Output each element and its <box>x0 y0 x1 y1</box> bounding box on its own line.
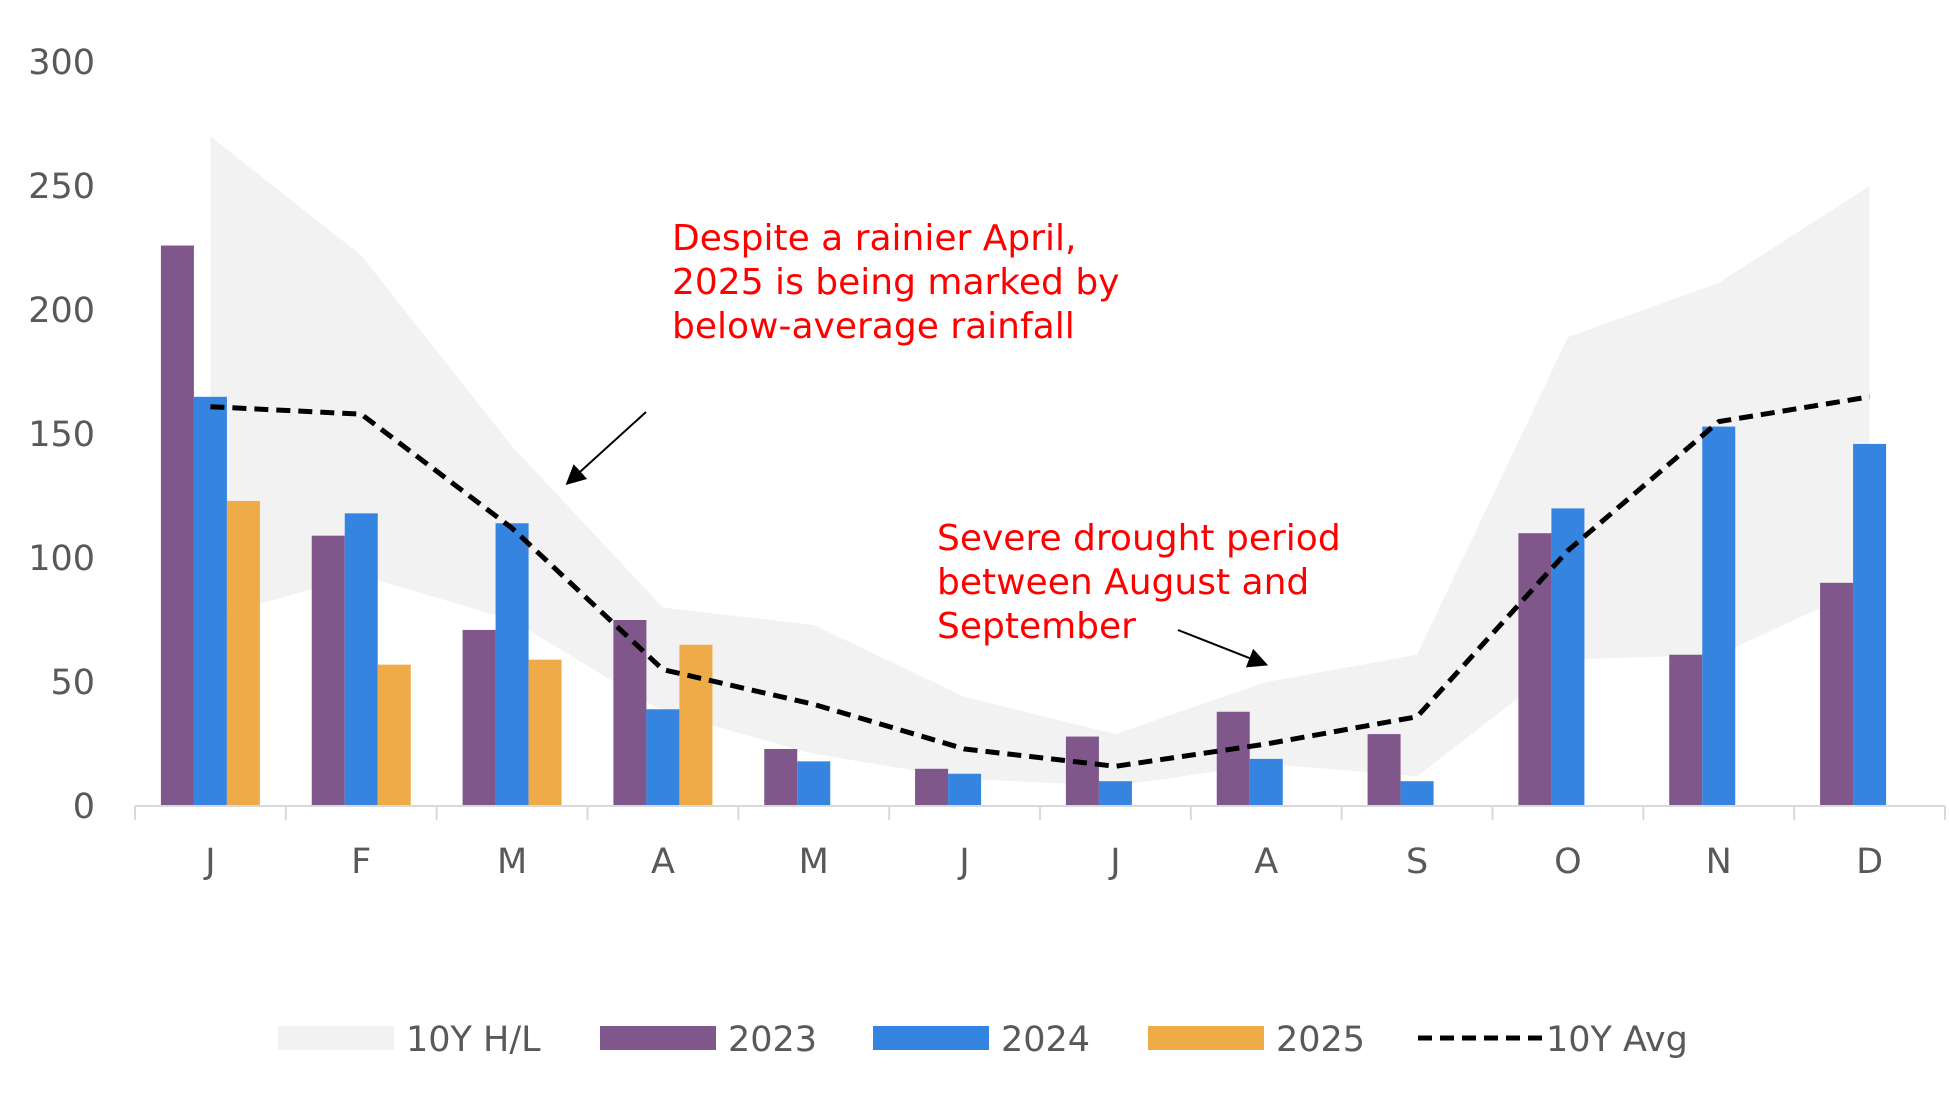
x-tick-label: F <box>351 842 371 882</box>
bar-2024-J-6 <box>1098 781 1132 806</box>
annotation-text-line: Despite a rainier April, <box>672 218 1077 259</box>
legend-item-2025: 2025 <box>1148 1020 1365 1060</box>
x-tick-label: J <box>203 842 215 882</box>
avg-line-layer <box>210 394 1870 769</box>
bar-2024-M-4 <box>797 761 831 806</box>
annotation-text-line: Severe drought period <box>937 518 1341 559</box>
bar-2023-J-0 <box>160 245 194 806</box>
legend: 10Y H/L 2023 2024 2025 10Y Avg <box>278 1020 1688 1060</box>
bar-2024-M-2 <box>495 523 529 806</box>
legend-label: 2024 <box>1001 1020 1090 1060</box>
legend-label: 2023 <box>728 1020 817 1060</box>
bars-layer <box>160 245 1887 806</box>
bar-2023-J-6 <box>1065 736 1099 806</box>
x-tick-label: M <box>497 842 527 882</box>
bar-2024-S-8 <box>1400 781 1434 806</box>
tick-labels-layer: 0 50 100 150 200 250 300 J F M A M J J A S O N D <box>28 43 1883 882</box>
bar-2023-M-2 <box>462 629 496 806</box>
bar-2023-N-10 <box>1669 654 1703 806</box>
legend-label: 2025 <box>1276 1020 1365 1060</box>
x-tick-label: O <box>1554 842 1582 882</box>
y-tick-label: 100 <box>28 539 95 579</box>
bar-2023-F-1 <box>311 535 345 806</box>
bar-2023-A-7 <box>1216 711 1250 806</box>
y-tick-label: 50 <box>50 663 95 703</box>
avg-line <box>210 394 1870 769</box>
bar-2025-J-0 <box>226 500 260 806</box>
legend-swatch <box>600 1026 716 1050</box>
annotation-text-line: 2025 is being marked by <box>672 262 1119 303</box>
bar-2024-N-10 <box>1702 426 1736 806</box>
bar-2024-A-3 <box>646 709 680 806</box>
bar-2024-O-9 <box>1551 508 1585 806</box>
x-tick-label: S <box>1406 842 1428 882</box>
bar-2024-J-5 <box>948 773 982 806</box>
annotation-arrow <box>565 411 647 485</box>
y-tick-label: 150 <box>28 415 95 455</box>
x-tick-label: N <box>1706 842 1732 882</box>
x-tick-label: J <box>1108 842 1120 882</box>
bar-2023-O-9 <box>1518 533 1552 806</box>
y-tick-label: 0 <box>73 787 95 827</box>
axis-layer <box>134 805 1946 820</box>
bar-2023-S-8 <box>1367 734 1401 806</box>
annotation-arrow <box>1177 629 1269 668</box>
annotation-text-line: below-average rainfall <box>672 306 1075 347</box>
bar-2025-F-1 <box>377 664 411 806</box>
y-tick-label: 200 <box>28 291 95 331</box>
bar-2023-M-4 <box>764 748 798 806</box>
bar-2024-J-0 <box>193 396 227 806</box>
bar-2025-M-2 <box>528 659 562 806</box>
legend-label: 10Y Avg <box>1546 1020 1688 1060</box>
bar-2025-A-3 <box>679 644 713 806</box>
bar-2024-F-1 <box>344 513 378 806</box>
bar-2024-A-7 <box>1249 758 1283 806</box>
bar-2024-D-11 <box>1853 443 1887 806</box>
x-tick-label: D <box>1856 842 1883 882</box>
legend-item-2024: 2024 <box>873 1020 1090 1060</box>
y-tick-label: 250 <box>28 167 95 207</box>
legend-swatch <box>278 1026 394 1050</box>
x-tick-label: J <box>957 842 969 882</box>
x-tick-label: M <box>799 842 829 882</box>
x-tick-label: A <box>1254 842 1278 882</box>
bar-2023-J-5 <box>915 768 949 806</box>
legend-swatch <box>1148 1026 1264 1050</box>
annotations-layer: Despite a rainier April,2025 is being ma… <box>565 218 1341 668</box>
legend-item-10y-h-l: 10Y H/L <box>278 1020 541 1060</box>
annotation-text-line: between August and <box>937 562 1309 603</box>
legend-item-10y-avg: 10Y Avg <box>1418 1020 1688 1060</box>
legend-label: 10Y H/L <box>406 1020 541 1060</box>
x-tick-label: A <box>651 842 675 882</box>
y-tick-label: 300 <box>28 43 95 83</box>
bar-2023-D-11 <box>1820 582 1854 806</box>
legend-swatch <box>873 1026 989 1050</box>
legend-item-2023: 2023 <box>600 1020 817 1060</box>
annotation-text-line: September <box>937 606 1136 647</box>
